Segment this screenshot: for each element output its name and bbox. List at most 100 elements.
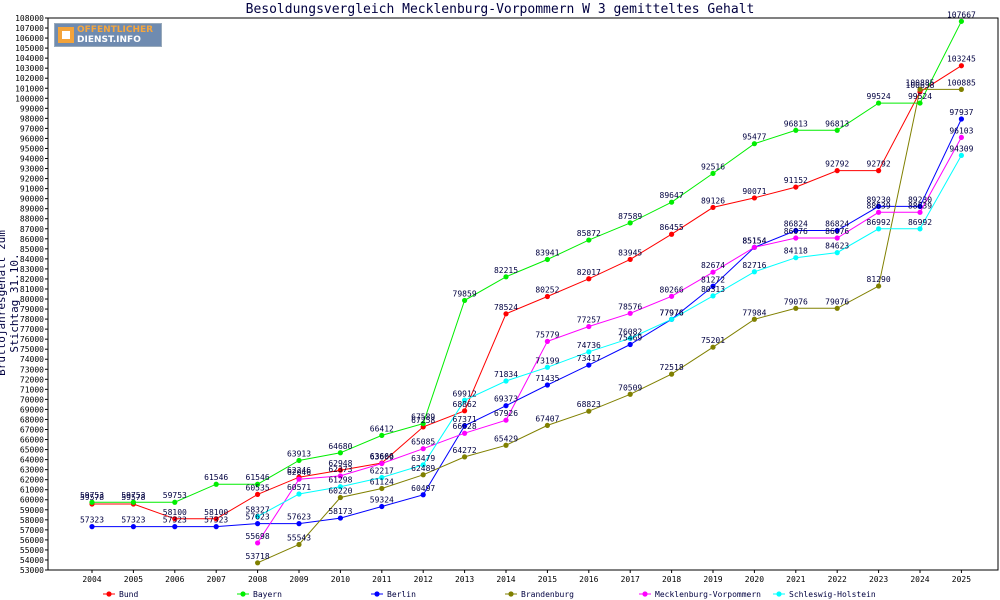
- y-tick-label: 69000: [20, 405, 44, 414]
- data-label: 59753: [121, 491, 145, 500]
- y-tick-label: 62000: [20, 476, 44, 485]
- data-label: 75469: [618, 333, 642, 342]
- y-tick-label: 80000: [20, 295, 44, 304]
- legend-swatch-marker: [776, 591, 782, 597]
- data-label: 92516: [701, 162, 725, 171]
- data-label: 60535: [246, 483, 270, 492]
- data-point: [172, 524, 178, 530]
- data-label: 92792: [867, 160, 891, 169]
- x-tick-label: 2009: [289, 575, 308, 584]
- data-point: [627, 335, 633, 341]
- y-tick-label: 67000: [20, 425, 44, 434]
- data-point: [420, 462, 426, 468]
- data-point: [420, 492, 426, 498]
- data-point: [876, 100, 882, 106]
- data-point: [834, 168, 840, 174]
- data-label: 63609: [370, 453, 394, 462]
- data-point: [337, 515, 343, 521]
- data-point: [751, 244, 758, 250]
- y-tick-label: 65000: [20, 446, 44, 455]
- legend-swatch-marker: [642, 591, 648, 597]
- data-label: 58173: [328, 507, 352, 516]
- data-label: 74736: [577, 341, 601, 350]
- data-point: [503, 403, 509, 409]
- data-point: [296, 476, 302, 482]
- data-point: [710, 170, 716, 177]
- data-point: [213, 481, 219, 487]
- data-label: 89230: [908, 195, 932, 204]
- data-label: 62489: [411, 464, 435, 473]
- data-label: 71834: [494, 370, 518, 379]
- data-point: [958, 152, 965, 159]
- data-label: 81290: [867, 275, 891, 284]
- data-point: [544, 256, 551, 263]
- data-point: [255, 491, 261, 497]
- data-label: 80266: [660, 285, 684, 294]
- y-tick-label: 64000: [20, 456, 44, 465]
- y-tick-label: 84000: [20, 255, 44, 264]
- y-tick-label: 86000: [20, 235, 44, 244]
- data-point: [296, 457, 302, 464]
- data-point: [793, 184, 799, 190]
- data-label: 62246: [287, 466, 311, 475]
- data-label: 75779: [535, 330, 559, 339]
- y-tick-label: 68000: [20, 415, 44, 424]
- data-label: 86992: [867, 218, 891, 227]
- legend-entry: Mecklenburg-Vorpommern: [655, 590, 761, 599]
- data-point: [379, 460, 385, 467]
- data-point: [89, 499, 95, 505]
- data-label: 82215: [494, 266, 518, 275]
- y-tick-label: 104000: [15, 54, 44, 63]
- data-point: [958, 116, 965, 122]
- data-point: [255, 481, 261, 487]
- legend-swatch-marker: [106, 591, 112, 597]
- data-label: 63666: [370, 452, 394, 461]
- data-label: 80252: [535, 285, 559, 294]
- data-label: 86455: [660, 223, 684, 232]
- x-tick-label: 2014: [496, 575, 515, 584]
- data-label: 62948: [328, 459, 352, 468]
- data-point: [958, 134, 965, 141]
- y-tick-label: 83000: [20, 265, 44, 274]
- x-tick-label: 2020: [745, 575, 764, 584]
- y-tick-label: 76000: [20, 335, 44, 344]
- data-label: 107667: [947, 10, 976, 19]
- data-label: 69373: [494, 395, 518, 404]
- data-label: 62217: [370, 466, 394, 475]
- x-tick-label: 2017: [621, 575, 640, 584]
- data-label: 68862: [453, 400, 477, 409]
- series-line: [92, 21, 962, 503]
- data-point: [420, 420, 426, 427]
- series-line: [257, 137, 962, 544]
- data-point: [834, 127, 840, 133]
- data-point: [544, 422, 551, 429]
- legend-swatch-marker: [240, 591, 246, 597]
- data-label: 67589: [411, 413, 435, 422]
- data-label: 68823: [577, 400, 601, 409]
- data-point: [503, 274, 509, 280]
- y-tick-label: 98000: [20, 114, 44, 123]
- y-tick-label: 74000: [20, 355, 44, 364]
- data-label: 53718: [246, 552, 270, 561]
- y-tick-label: 73000: [20, 365, 44, 374]
- data-label: 100638: [906, 81, 935, 90]
- y-tick-label: 100000: [15, 94, 44, 103]
- y-tick-label: 70000: [20, 395, 44, 404]
- data-point: [876, 203, 882, 209]
- data-point: [917, 226, 923, 232]
- data-label: 57323: [80, 516, 104, 525]
- data-point: [462, 397, 468, 403]
- data-point: [89, 524, 95, 530]
- legend-entry: Bayern: [253, 590, 282, 599]
- data-point: [917, 209, 923, 215]
- data-point: [917, 203, 923, 209]
- x-tick-label: 2008: [248, 575, 267, 584]
- y-tick-label: 102000: [15, 74, 44, 83]
- x-tick-label: 2004: [82, 575, 101, 584]
- data-point: [834, 227, 840, 234]
- data-point: [337, 473, 343, 479]
- x-tick-label: 2022: [828, 575, 847, 584]
- data-point: [586, 237, 592, 243]
- data-point: [379, 474, 385, 481]
- data-label: 72518: [660, 363, 684, 372]
